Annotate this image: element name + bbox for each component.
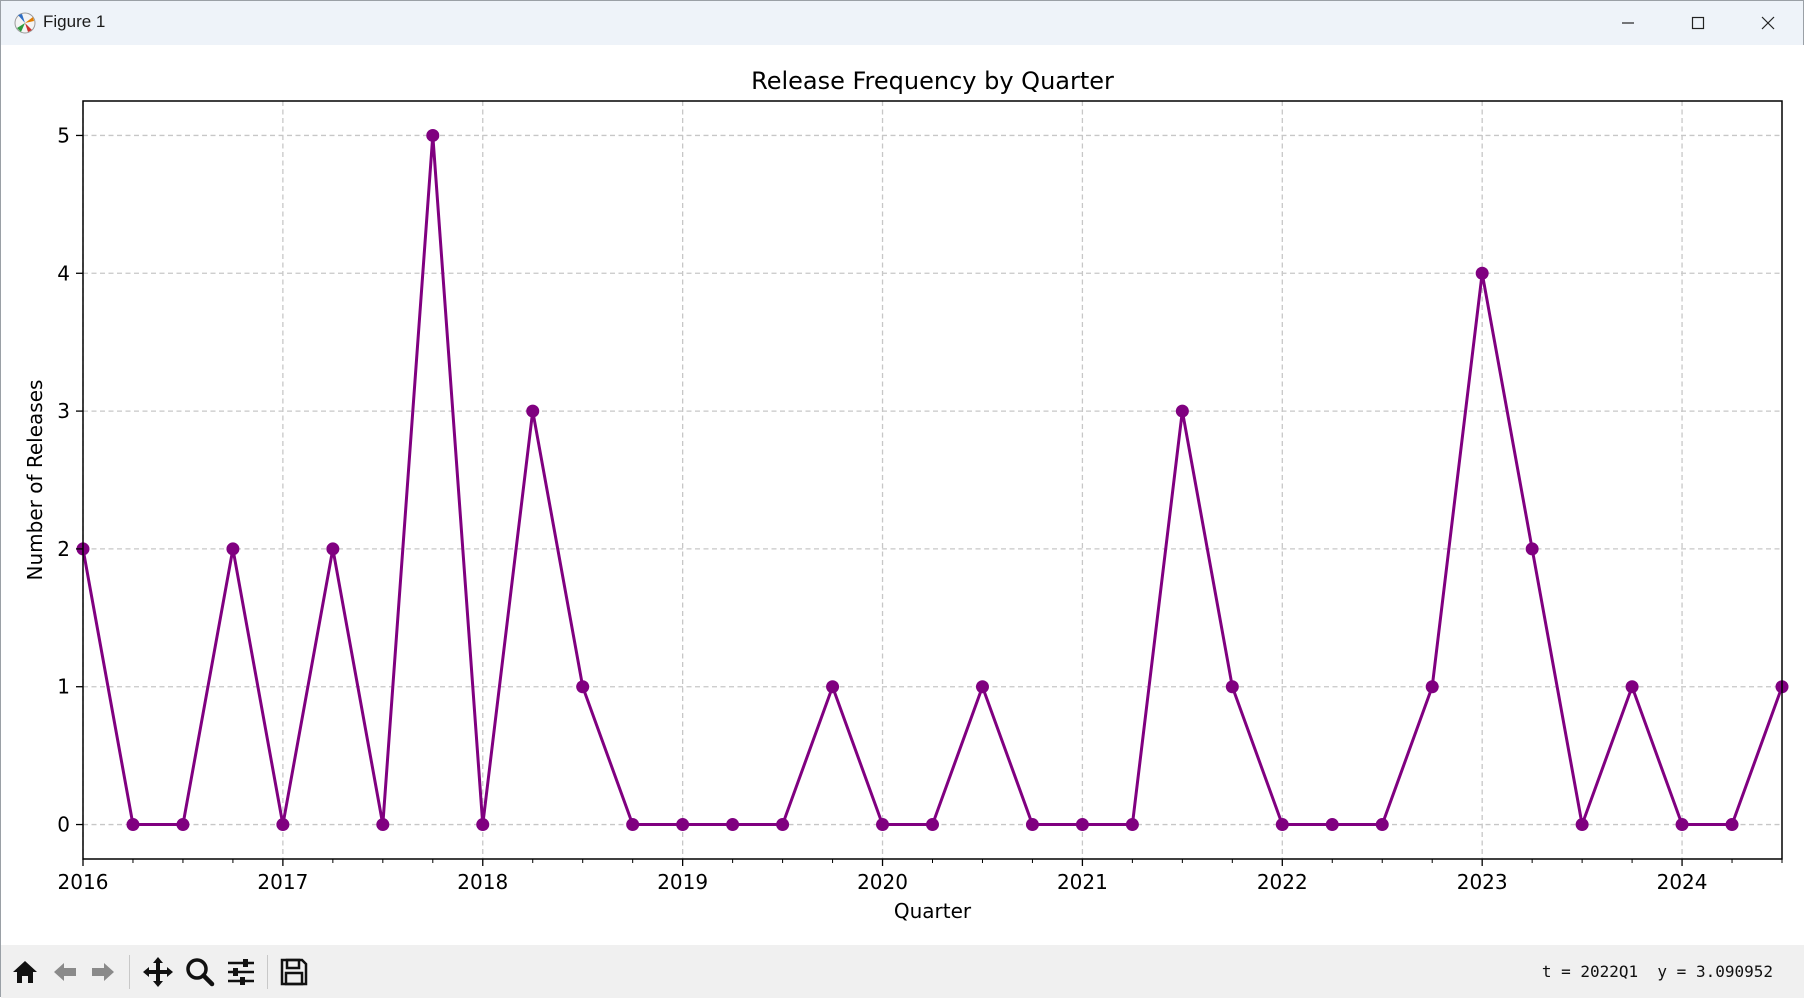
data-point[interactable] — [1425, 680, 1439, 694]
y-tick-label: 0 — [57, 813, 70, 837]
back-button[interactable] — [46, 953, 84, 991]
x-tick-label: 2018 — [457, 870, 508, 894]
x-tick-label: 2017 — [257, 870, 308, 894]
figure-canvas[interactable]: 2016 2017 2018 2019 2020 2021 2022 2023 2024 0 1 2 3… — [2, 45, 1804, 945]
data-point[interactable] — [576, 680, 590, 694]
maximize-icon — [1691, 16, 1705, 30]
axes-frame — [82, 100, 1783, 860]
forward-icon — [92, 963, 114, 981]
data-point[interactable] — [126, 818, 140, 832]
zoom-icon — [186, 958, 215, 987]
home-button[interactable] — [6, 953, 44, 991]
y-tick-label: 5 — [57, 123, 70, 147]
data-point[interactable] — [1375, 818, 1389, 832]
pan-icon — [143, 957, 173, 987]
data-point[interactable] — [1075, 818, 1089, 832]
x-tick-label: 2024 — [1657, 870, 1708, 894]
home-icon — [13, 961, 37, 983]
data-point[interactable] — [1225, 680, 1239, 694]
data-point[interactable] — [876, 818, 890, 832]
data-point[interactable] — [526, 404, 540, 418]
data-point[interactable] — [1575, 818, 1589, 832]
data-point[interactable] — [476, 818, 490, 832]
data-point[interactable] — [1675, 818, 1689, 832]
x-tick-label: 2019 — [657, 870, 708, 894]
save-button[interactable] — [275, 953, 313, 991]
data-point[interactable] — [176, 818, 190, 832]
forward-button[interactable] — [84, 953, 122, 991]
cursor-coordinates: t = 2022Q1 y = 3.090952 — [1541, 962, 1773, 981]
data-point[interactable] — [1325, 818, 1339, 832]
navigation-toolbar: t = 2022Q1 y = 3.090952 — [1, 945, 1804, 998]
data-point[interactable] — [1625, 680, 1639, 694]
data-point[interactable] — [1175, 404, 1189, 418]
data-point[interactable] — [1525, 542, 1539, 556]
title-bar: Figure 1 — [1, 1, 1803, 45]
pan-button[interactable] — [139, 953, 177, 991]
close-icon — [1761, 16, 1775, 30]
data-point[interactable] — [1725, 818, 1739, 832]
chart-title: Release Frequency by Quarter — [751, 67, 1114, 95]
data-point[interactable] — [826, 680, 840, 694]
minimize-icon — [1622, 22, 1634, 24]
y-tick-label: 4 — [57, 261, 70, 285]
window-title: Figure 1 — [43, 12, 106, 31]
toolbar-separator — [267, 955, 268, 989]
data-point[interactable] — [1125, 818, 1139, 832]
data-point[interactable] — [676, 818, 690, 832]
save-icon — [280, 958, 308, 986]
series-line — [81, 133, 1784, 827]
data-point[interactable] — [626, 818, 640, 832]
configure-subplots-button[interactable] — [222, 953, 260, 991]
x-tick-label: 2022 — [1257, 870, 1308, 894]
configure-icon — [228, 959, 254, 985]
data-point[interactable] — [426, 128, 440, 142]
x-axis-label: Quarter — [894, 899, 972, 923]
y-tick-label: 1 — [57, 675, 70, 699]
toolbar-separator — [129, 955, 130, 989]
data-point[interactable] — [1025, 818, 1039, 832]
x-tick-label: 2021 — [1057, 870, 1108, 894]
minimize-button[interactable] — [1593, 1, 1663, 45]
data-point[interactable] — [376, 818, 390, 832]
line-chart[interactable]: 2016 2017 2018 2019 2020 2021 2022 2023 2024 0 1 2 3… — [2, 45, 1804, 945]
x-tick-label: 2020 — [857, 870, 908, 894]
y-tick-label: 3 — [57, 399, 70, 423]
y-tick-label: 2 — [57, 537, 70, 561]
zoom-button[interactable] — [181, 953, 219, 991]
x-tick-label: 2016 — [58, 870, 109, 894]
data-point[interactable] — [226, 542, 240, 556]
data-point[interactable] — [776, 818, 790, 832]
data-point[interactable] — [1475, 266, 1489, 280]
data-point[interactable] — [1275, 818, 1289, 832]
x-tick-label: 2023 — [1457, 870, 1508, 894]
y-axis-label: Number of Releases — [23, 380, 47, 581]
data-point[interactable] — [326, 542, 340, 556]
data-point[interactable] — [276, 818, 290, 832]
data-point[interactable] — [726, 818, 740, 832]
back-icon — [54, 963, 76, 981]
data-point[interactable] — [975, 680, 989, 694]
app-icon — [13, 11, 37, 35]
data-point[interactable] — [926, 818, 939, 832]
close-button[interactable] — [1733, 1, 1803, 45]
maximize-button[interactable] — [1663, 1, 1733, 45]
